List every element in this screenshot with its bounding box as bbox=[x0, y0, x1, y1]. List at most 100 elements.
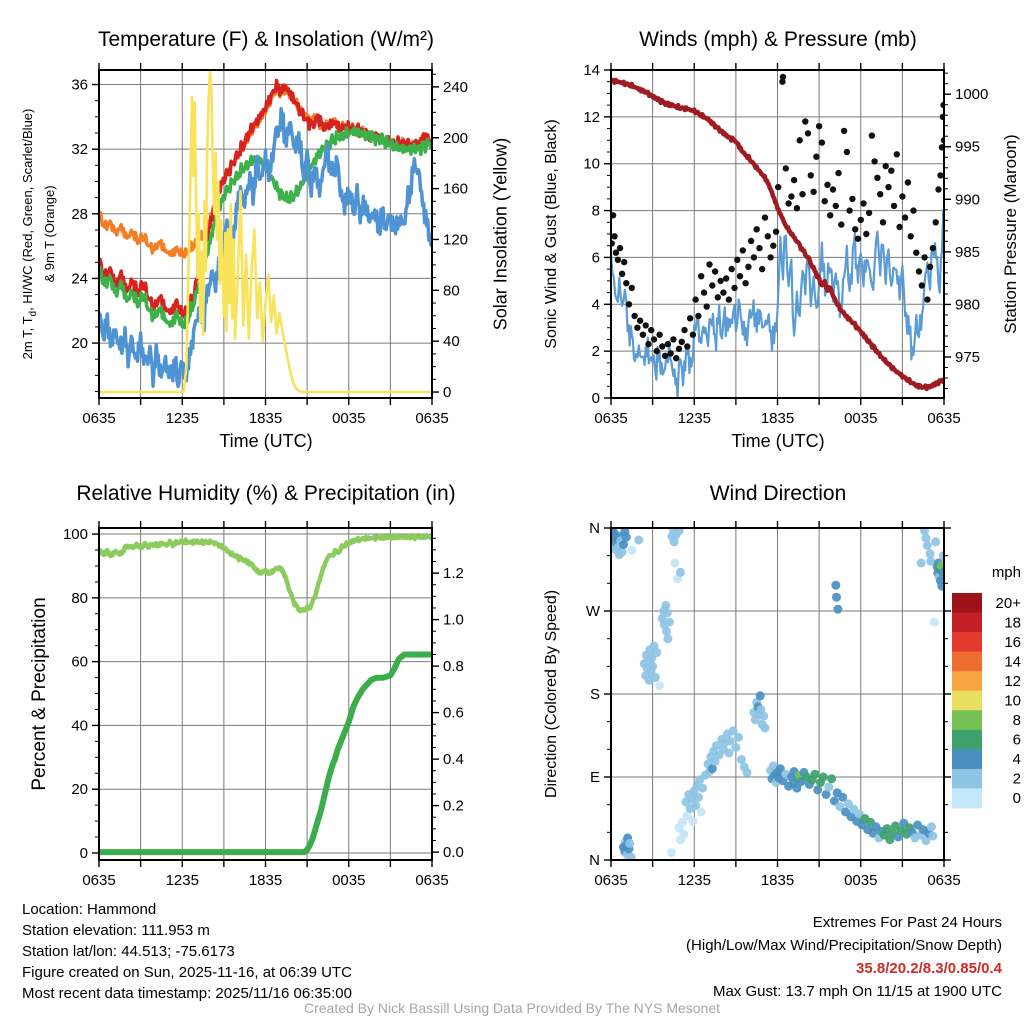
svg-text:0635: 0635 bbox=[415, 410, 448, 427]
svg-text:1235: 1235 bbox=[678, 872, 711, 889]
svg-text:14: 14 bbox=[1004, 653, 1021, 670]
speed-colorbar: 20+ 18 16 14 12 10 8 6 4 2 0 bbox=[952, 593, 1021, 809]
svg-text:12: 12 bbox=[583, 109, 600, 126]
sonic-wind-blue bbox=[611, 208, 944, 398]
svg-text:W: W bbox=[586, 603, 601, 620]
svg-text:1835: 1835 bbox=[761, 410, 794, 427]
svg-text:0: 0 bbox=[592, 390, 600, 407]
svg-text:975: 975 bbox=[955, 349, 980, 366]
chart-2: 0635 1235 1835 0035 0635 0 20 40 60 80 100 0.0 0.2 0.… bbox=[63, 521, 464, 889]
solar-insolation-yellow bbox=[99, 70, 432, 394]
svg-text:0035: 0035 bbox=[332, 410, 365, 427]
direction-yaxis-left-label: Direction (Colored By Speed) bbox=[543, 589, 560, 799]
extremes-values: 35.8/20.2/8.3/0.85/0.4 bbox=[856, 960, 1002, 977]
insolation-yaxis-right-label: Solar Insolation (Yellow) bbox=[490, 137, 511, 331]
svg-text:0635: 0635 bbox=[415, 872, 448, 889]
svg-text:20: 20 bbox=[71, 335, 88, 352]
svg-text:6: 6 bbox=[1013, 732, 1021, 749]
svg-text:2: 2 bbox=[592, 343, 600, 360]
humidity-yaxis-left-label: Percent & Precipitation bbox=[29, 597, 50, 791]
winds-xaxis-label: Time (UTC) bbox=[731, 431, 825, 451]
svg-text:0635: 0635 bbox=[82, 872, 115, 889]
svg-text:0035: 0035 bbox=[332, 872, 365, 889]
svg-text:40: 40 bbox=[443, 333, 460, 350]
chart-3: 0635 1235 1835 0035 0635 N E S W N 20+ 18 16 14 12 10 8 6… bbox=[586, 520, 1021, 889]
wind-direction-points bbox=[611, 528, 944, 860]
svg-text:6: 6 bbox=[592, 249, 600, 266]
svg-text:1835: 1835 bbox=[249, 410, 282, 427]
humidity-chart-title: Relative Humidity (%) & Precipitation (i… bbox=[76, 482, 456, 505]
colorbar-title: mph bbox=[991, 564, 1021, 581]
station-location: Location: Hammond bbox=[22, 901, 157, 918]
gridlines bbox=[98, 528, 433, 860]
svg-text:980: 980 bbox=[955, 296, 980, 313]
relative-humidity bbox=[99, 532, 432, 614]
wind-gust-points bbox=[611, 73, 944, 362]
svg-text:120: 120 bbox=[443, 231, 468, 248]
figure-created: Figure created on Sun, 2025-11-16, at 06… bbox=[22, 964, 352, 981]
svg-text:4: 4 bbox=[592, 296, 600, 313]
svg-text:18: 18 bbox=[1004, 614, 1021, 631]
station-elevation: Station elevation: 111.953 m bbox=[22, 922, 210, 939]
temperature-xaxis-label: Time (UTC) bbox=[219, 431, 313, 451]
svg-text:8: 8 bbox=[1013, 712, 1021, 729]
svg-text:995: 995 bbox=[955, 139, 980, 156]
svg-text:14: 14 bbox=[583, 62, 600, 79]
svg-text:0635: 0635 bbox=[594, 410, 627, 427]
svg-text:E: E bbox=[590, 769, 600, 786]
svg-text:0635: 0635 bbox=[927, 410, 960, 427]
svg-text:240: 240 bbox=[443, 79, 468, 96]
svg-text:0: 0 bbox=[443, 384, 451, 401]
station-latlon: Station lat/lon: 44.513; -75.6173 bbox=[22, 943, 235, 960]
svg-text:1235: 1235 bbox=[678, 410, 711, 427]
svg-text:60: 60 bbox=[71, 654, 88, 671]
svg-text:16: 16 bbox=[1004, 634, 1021, 651]
svg-text:80: 80 bbox=[71, 590, 88, 607]
svg-text:0035: 0035 bbox=[844, 410, 877, 427]
svg-text:10: 10 bbox=[1004, 693, 1021, 710]
extremes-block: Extremes For Past 24 Hours (High/Low/Max… bbox=[686, 911, 1002, 1003]
svg-text:0.8: 0.8 bbox=[443, 658, 464, 675]
svg-text:20: 20 bbox=[71, 781, 88, 798]
wind-yaxis-left-label: Sonic Wind & Gust (Blue, Black) bbox=[543, 119, 560, 349]
svg-text:2: 2 bbox=[1013, 771, 1021, 788]
svg-text:24: 24 bbox=[71, 270, 88, 287]
svg-text:0.4: 0.4 bbox=[443, 751, 464, 768]
chart-1: 0635 1235 1835 0035 0635 0 2 4 6 8 10 12 14 975 980 985… bbox=[583, 62, 988, 427]
svg-text:1235: 1235 bbox=[166, 872, 199, 889]
subscript-d: d bbox=[27, 310, 39, 317]
svg-text:N: N bbox=[589, 520, 600, 537]
svg-text:0035: 0035 bbox=[844, 872, 877, 889]
temperature-chart-title: Temperature (F) & Insolation (W/m²) bbox=[97, 28, 435, 51]
svg-text:0: 0 bbox=[80, 845, 88, 862]
chart-0: 0635 1235 1835 0035 0635 20 24 28 32 36 0 40 80 120 16… bbox=[71, 63, 468, 427]
svg-text:36: 36 bbox=[71, 77, 88, 94]
svg-text:8: 8 bbox=[592, 203, 600, 220]
svg-text:200: 200 bbox=[443, 130, 468, 147]
wind-direction-chart-title: Wind Direction bbox=[709, 482, 847, 505]
svg-text:0.0: 0.0 bbox=[443, 844, 464, 861]
svg-text:1.0: 1.0 bbox=[443, 612, 464, 629]
svg-text:0: 0 bbox=[1013, 790, 1021, 807]
svg-text:1835: 1835 bbox=[761, 872, 794, 889]
svg-text:12: 12 bbox=[1004, 673, 1021, 690]
svg-text:1835: 1835 bbox=[249, 872, 282, 889]
winds-chart-title: Winds (mph) & Pressure (mb) bbox=[639, 28, 917, 51]
svg-text:100: 100 bbox=[63, 526, 88, 543]
svg-text:0635: 0635 bbox=[82, 410, 115, 427]
svg-text:S: S bbox=[590, 686, 600, 703]
data-timestamp: Most recent data timestamp: 2025/11/16 0… bbox=[22, 985, 352, 1002]
max-gust: Max Gust: 13.7 mph On 11/15 at 1900 UTC bbox=[712, 983, 1002, 1000]
svg-text:1235: 1235 bbox=[166, 410, 199, 427]
svg-text:N: N bbox=[589, 852, 600, 869]
credit-line: Created By Nick Bassill Using Data Provi… bbox=[303, 1000, 721, 1016]
svg-text:32: 32 bbox=[71, 141, 88, 158]
wind-chill-blue bbox=[99, 106, 432, 389]
temperature-yaxis-left-label: 2m T, Td, HI/WC (Red, Green, Scarlet/Blu… bbox=[20, 108, 57, 360]
svg-text:80: 80 bbox=[443, 282, 460, 299]
svg-text:1000: 1000 bbox=[955, 86, 988, 103]
svg-text:1.2: 1.2 bbox=[443, 565, 464, 582]
extremes-title: Extremes For Past 24 Hours bbox=[812, 914, 1002, 931]
